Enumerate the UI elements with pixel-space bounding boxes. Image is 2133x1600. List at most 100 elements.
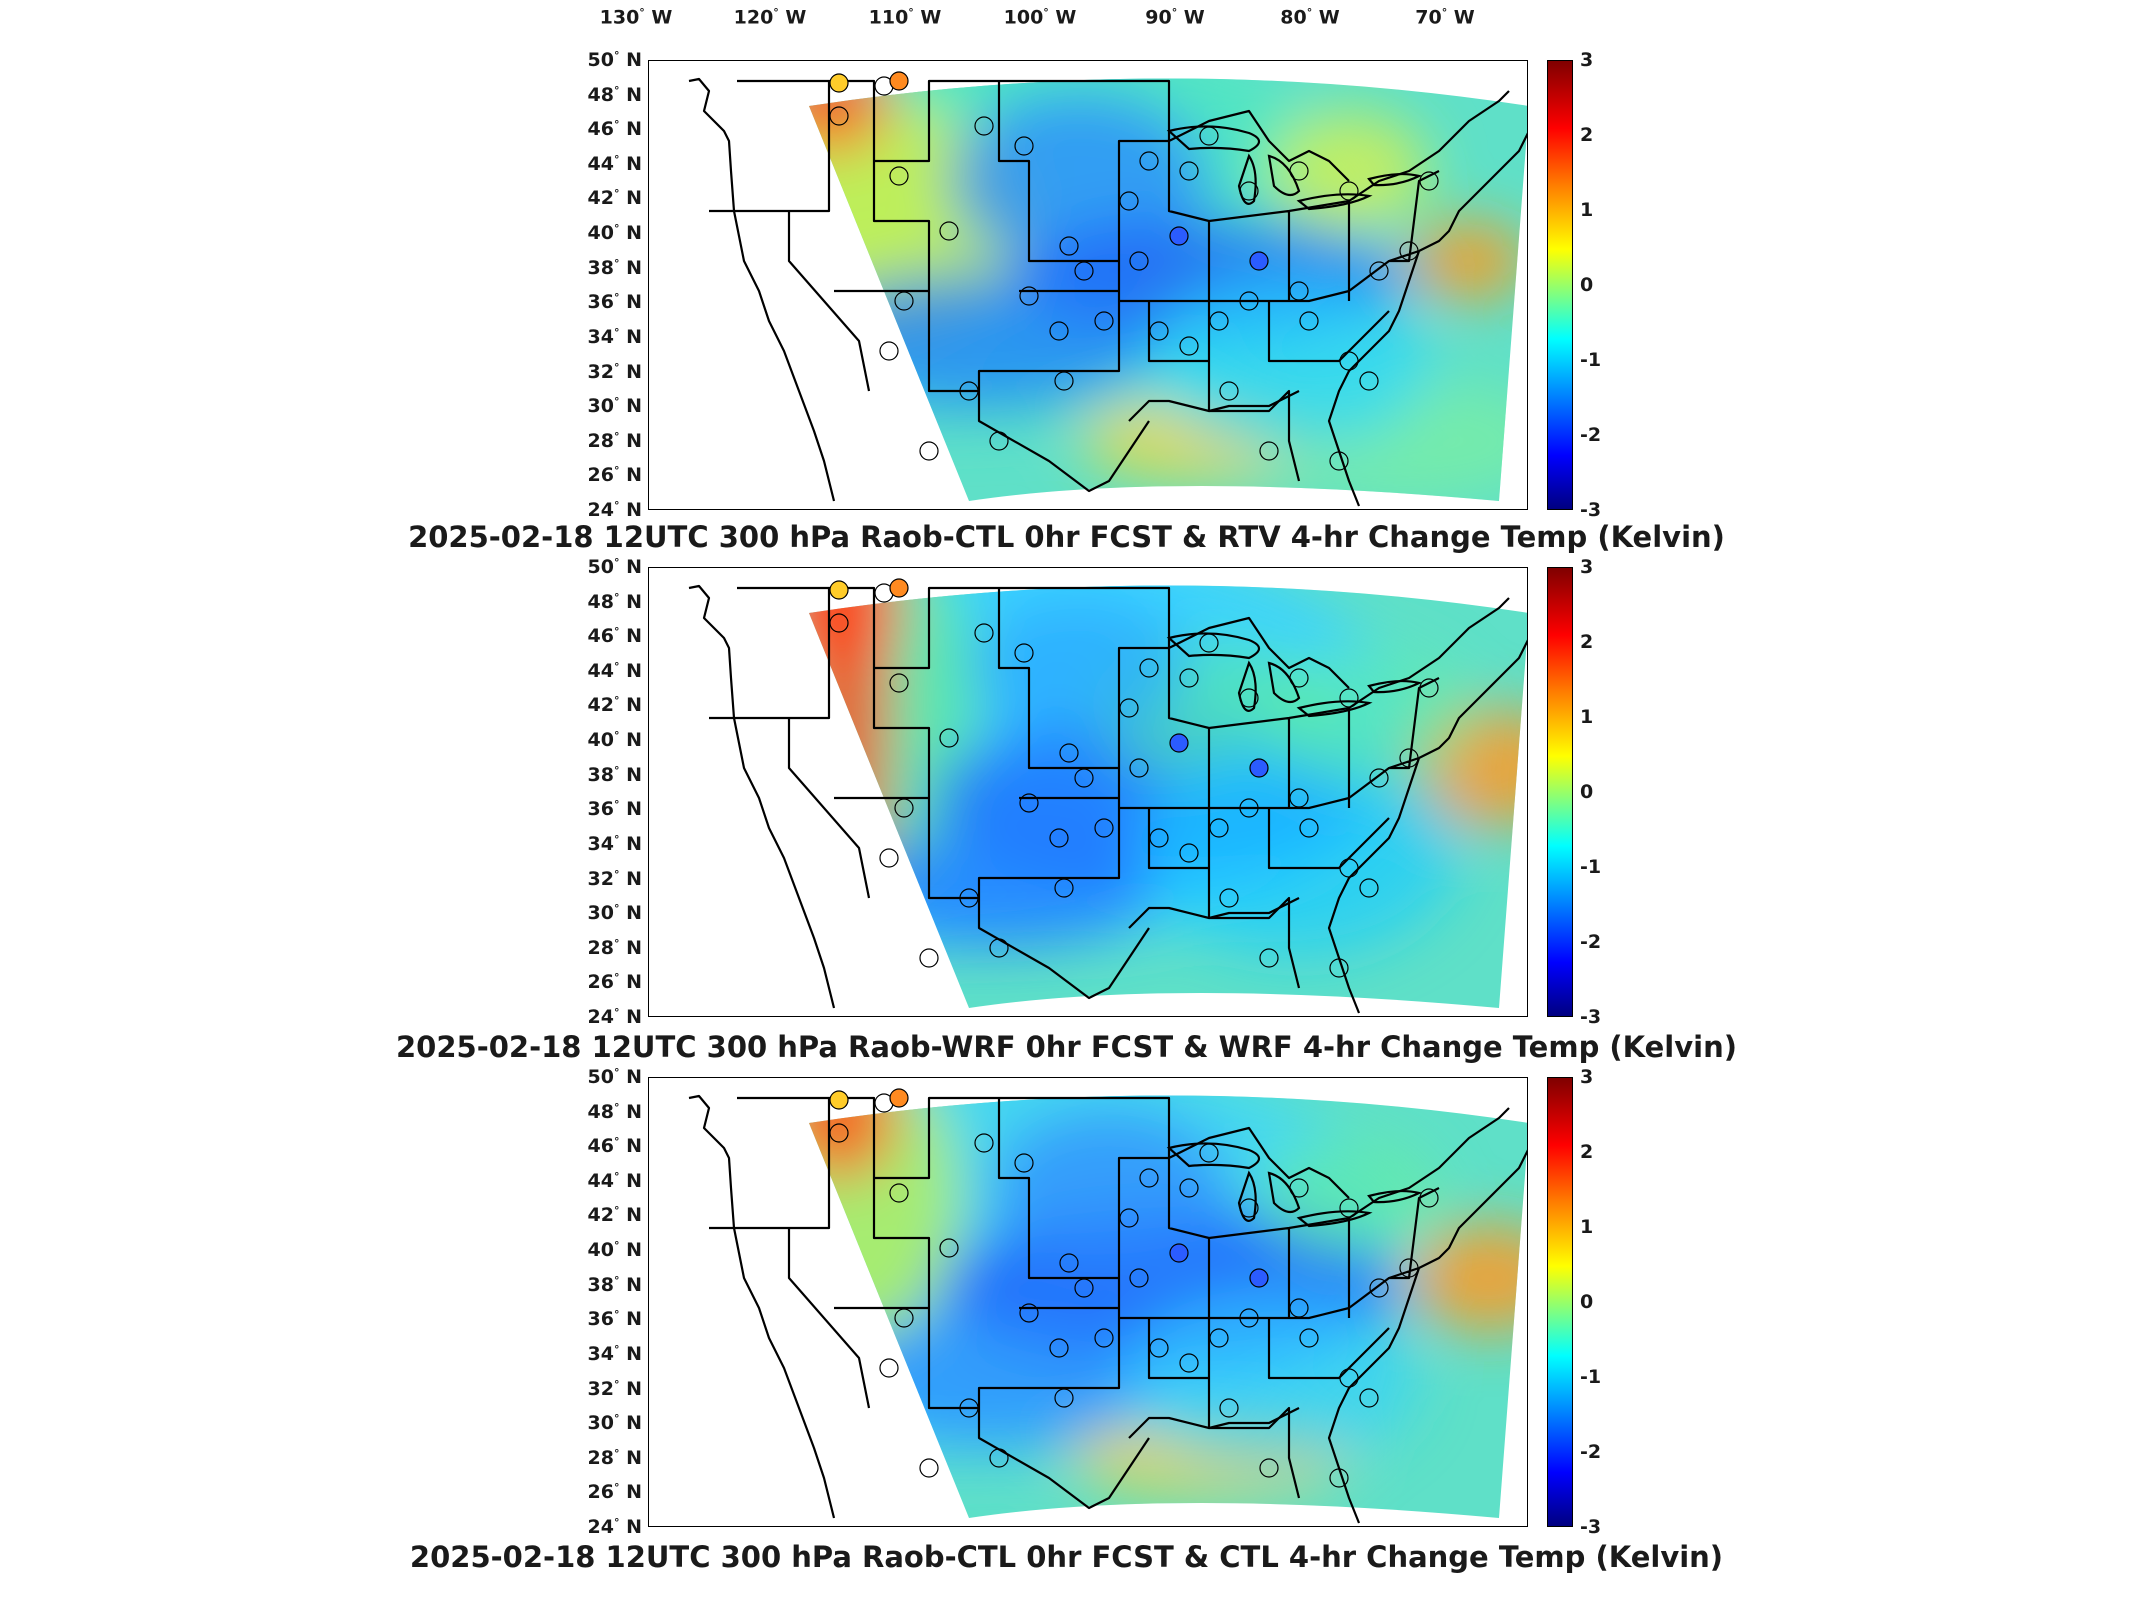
temperature-field: [809, 1095, 1527, 1518]
station-marker: [1054, 878, 1074, 898]
station-marker: [1339, 1198, 1359, 1218]
station-marker: [1119, 1208, 1139, 1228]
station-marker: [1419, 1188, 1439, 1208]
station-marker: [1299, 1328, 1319, 1348]
great-lakes: [1166, 632, 1423, 718]
station-marker: [1054, 371, 1074, 391]
latitude-label: 40° N: [587, 728, 642, 752]
station-marker: [1014, 1153, 1034, 1173]
station-marker: [1209, 311, 1229, 331]
latitude-label: 50° N: [587, 1065, 642, 1089]
latitude-label: 32° N: [587, 867, 642, 890]
station-marker: [1179, 843, 1199, 863]
latitude-label: 40° N: [587, 1238, 642, 1262]
station-marker: [989, 1448, 1009, 1468]
station-marker: [889, 578, 909, 598]
temperature-field: [809, 78, 1527, 501]
station-marker: [939, 728, 959, 748]
station-marker: [1139, 151, 1159, 171]
latitude-label: 26° N: [587, 464, 642, 487]
station-marker: [1249, 251, 1269, 271]
map-panel: 50° N 48° N 46° N 44° N 42° N 40° N 38° N 36° N…: [0, 49, 2133, 570]
station-marker: [1054, 1388, 1074, 1408]
station-marker: [1339, 858, 1359, 878]
station-marker: [1094, 818, 1114, 838]
station-marker: [829, 1123, 849, 1143]
latitude-label: 30° N: [587, 1411, 642, 1435]
station-marker: [1014, 136, 1034, 156]
station-marker: [959, 381, 979, 401]
station-marker: [1179, 1178, 1199, 1198]
colorbar: [1547, 60, 1573, 510]
map-plot: [648, 60, 1528, 510]
colorbar-tick-label: -3: [1580, 499, 1602, 521]
station-marker: [974, 1133, 994, 1153]
station-marker: [1074, 768, 1094, 788]
panel-title: 2025-02-18 12UTC 300 hPa Raob-WRF 0hr FC…: [395, 1030, 1737, 1064]
station-marker: [889, 166, 909, 186]
latitude-label: 50° N: [587, 48, 642, 72]
station-marker: [1049, 828, 1069, 848]
station-marker: [1059, 1253, 1079, 1273]
colorbar-tick-label: -3: [1580, 1516, 1602, 1538]
station-marker: [829, 1090, 849, 1110]
station-marker: [1239, 1198, 1259, 1218]
station-marker: [829, 106, 849, 126]
station-marker: [1209, 1328, 1229, 1348]
latitude-label: 28° N: [587, 1446, 642, 1469]
colorbar-tick-label: -1: [1580, 349, 1602, 371]
colorbar-tick-label: 3: [1580, 49, 1594, 71]
station-marker: [1139, 658, 1159, 678]
colorbar-tick-label: -1: [1580, 1366, 1602, 1388]
colorbar-tick-label: -2: [1580, 424, 1602, 446]
station-marker: [1169, 226, 1189, 246]
great-lakes: [1166, 1142, 1423, 1228]
latitude-label: 32° N: [587, 360, 642, 383]
station-marker: [1074, 261, 1094, 281]
station-marker: [919, 1458, 939, 1478]
station-marker: [1139, 1168, 1159, 1188]
station-marker: [1149, 1338, 1169, 1358]
latitude-label: 34° N: [587, 832, 642, 856]
station-marker: [989, 938, 1009, 958]
colorbar-tick-label: 0: [1580, 274, 1594, 296]
latitude-label: 24° N: [587, 1515, 642, 1539]
station-marker: [1259, 1458, 1279, 1478]
latitude-label: 44° N: [587, 1169, 642, 1193]
station-marker: [1059, 236, 1079, 256]
latitude-label: 48° N: [587, 590, 642, 613]
map-plot: [648, 1077, 1528, 1527]
station-marker: [1119, 191, 1139, 211]
station-marker: [974, 623, 994, 643]
latitude-label: 30° N: [587, 394, 642, 418]
station-marker: [1179, 161, 1199, 181]
panel-title: 2025-02-18 12UTC 300 hPa Raob-CTL 0hr FC…: [409, 1540, 1724, 1574]
station-marker: [1219, 1398, 1239, 1418]
station-marker: [1199, 1143, 1219, 1163]
latitude-label: 38° N: [587, 256, 642, 279]
latitude-label: 50° N: [587, 555, 642, 579]
station-marker: [1219, 381, 1239, 401]
temperature-field: [809, 585, 1527, 1008]
station-marker: [1209, 818, 1229, 838]
station-marker: [829, 613, 849, 633]
station-marker: [1369, 768, 1389, 788]
station-markers: [829, 1093, 1439, 1488]
station-marker: [1094, 311, 1114, 331]
station-marker: [1359, 878, 1379, 898]
colorbar-tick-label: 0: [1580, 1291, 1594, 1313]
station-marker: [889, 71, 909, 91]
latitude-label: 28° N: [587, 936, 642, 959]
station-marker: [939, 1238, 959, 1258]
latitude-label: 38° N: [587, 763, 642, 786]
station-marker: [959, 888, 979, 908]
station-marker: [879, 848, 899, 868]
station-marker: [1129, 1268, 1149, 1288]
station-marker: [1074, 1278, 1094, 1298]
station-marker: [1289, 1298, 1309, 1318]
latitude-label: 26° N: [587, 1481, 642, 1504]
station-marker: [889, 1088, 909, 1108]
colorbar-tick-label: 0: [1580, 781, 1594, 803]
station-marker: [894, 1308, 914, 1328]
station-marker: [1419, 171, 1439, 191]
